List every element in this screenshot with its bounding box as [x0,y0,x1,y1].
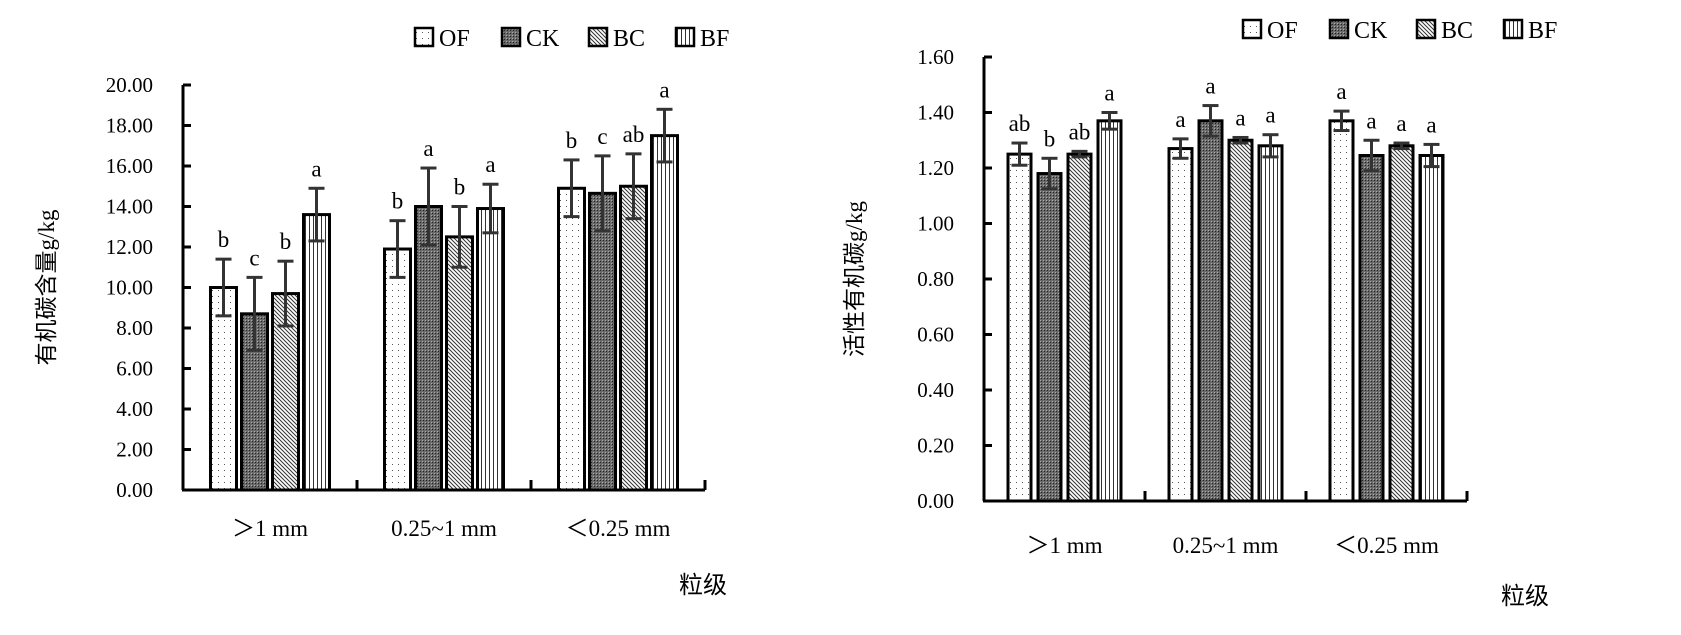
x-tick-label: ＞1 mm [232,516,308,541]
x-tick-label: ＜0.25 mm [1334,533,1439,558]
bar-bf [650,134,679,492]
x-tick-label: ＜0.25 mm [566,516,671,541]
significance-letter: ab [623,122,645,147]
x-axis-label: 粒级 [679,572,727,599]
bar-of [1328,119,1355,503]
y-tick-label: 1.20 [917,156,954,180]
y-tick-label: 1.40 [917,101,954,125]
bar-ck [1197,119,1224,503]
significance-letter: a [1175,107,1185,132]
significance-letter: b [392,189,404,214]
bar-bf [1418,154,1445,503]
significance-letter: b [218,227,230,252]
x-tick-label: ＞1 mm [1026,533,1102,558]
bar-ck [588,191,617,492]
legend-label: CK [1354,18,1388,44]
significance-letter: a [659,77,669,102]
bar-bc [1227,138,1254,503]
y-tick-label: 12.00 [106,235,153,259]
significance-letter: a [1235,105,1245,130]
x-tick-label: 0.25~1 mm [1173,533,1279,558]
significance-letter: c [597,124,607,149]
legend-label: CK [526,26,560,52]
y-tick-label: 4.00 [116,397,153,421]
organic-carbon-chart: 0.00 2.00 4.00 6.00 8.00 10.00 12.00 14.00 16.00… [34,26,729,599]
bar-bf [1257,144,1284,503]
significance-letter: a [1366,108,1376,133]
significance-letter: a [1205,74,1215,99]
significance-letter: a [1265,103,1275,128]
y-axis-label: 有机碳含量g/kg [34,209,59,365]
bar-bf [302,213,331,492]
significance-letter: b [1044,126,1056,151]
y-tick-label: 0.80 [917,267,954,291]
y-tick-label: 2.00 [116,438,153,462]
legend-swatch-ck [500,26,522,48]
bar-of [1006,152,1033,503]
y-tick-label: 0.00 [116,478,153,502]
significance-letter: ab [1009,111,1031,136]
legend-label: BF [700,26,729,52]
legend-label: BC [613,26,645,52]
y-tick-label: 16.00 [106,154,153,178]
significance-letter: a [423,136,433,161]
legend-swatch-bf [1502,18,1524,40]
bar-ck [1358,154,1385,503]
bar-of [209,286,238,492]
significance-letter: a [1336,79,1346,104]
legend-label: BC [1441,18,1473,44]
legend-label: BF [1528,18,1557,44]
y-tick-label: 18.00 [106,114,153,138]
y-tick-label: 0.60 [917,323,954,347]
y-tick-label: 8.00 [116,316,153,340]
significance-letter: a [1396,111,1406,136]
significance-letter: b [566,128,578,153]
bar-of [1167,147,1194,503]
bar-ck [1036,172,1063,503]
x-tick-label: 0.25~1 mm [391,516,497,541]
legend-label: OF [439,26,470,52]
legend-swatch-of [1241,18,1263,40]
legend-swatch-bc [1415,18,1437,40]
significance-letter: b [454,175,466,200]
bar-bf [476,207,505,492]
y-tick-label: 14.00 [106,195,153,219]
legend-swatch-bc [587,26,609,48]
y-tick-label: 1.60 [917,45,954,69]
significance-letter: ab [1069,119,1091,144]
significance-letter: b [280,229,292,254]
bar-bc [445,235,474,492]
y-tick-label: 1.00 [917,212,954,236]
y-tick-label: 0.40 [917,378,954,402]
legend-swatch-bf [674,26,696,48]
significance-letter: a [311,156,321,181]
bar-of [383,247,412,492]
y-axis-label: 活性有机碳g/kg [842,201,867,357]
legend-swatch-ck [1328,18,1350,40]
bar-bc [619,184,648,492]
significance-letter: a [1104,81,1114,106]
y-tick-label: 0.20 [917,434,954,458]
y-tick-label: 10.00 [106,276,153,300]
significance-letter: a [1426,112,1436,137]
bar-bf [1096,119,1123,503]
bar-ck [414,205,443,492]
significance-letter: a [485,152,495,177]
active-organic-carbon-chart: 0.00 0.20 0.40 0.60 0.80 1.00 1.20 1.40 1.60 ＞1 m… [842,18,1557,610]
bar-bc [1066,152,1093,503]
y-tick-label: 20.00 [106,73,153,97]
x-axis-label: 粒级 [1501,583,1549,610]
y-tick-label: 0.00 [917,489,954,513]
legend-swatch-of [413,26,435,48]
bar-of [557,186,586,492]
y-tick-label: 6.00 [116,357,153,381]
significance-letter: c [249,245,259,270]
legend-label: OF [1267,18,1298,44]
bar-bc [1388,144,1415,503]
